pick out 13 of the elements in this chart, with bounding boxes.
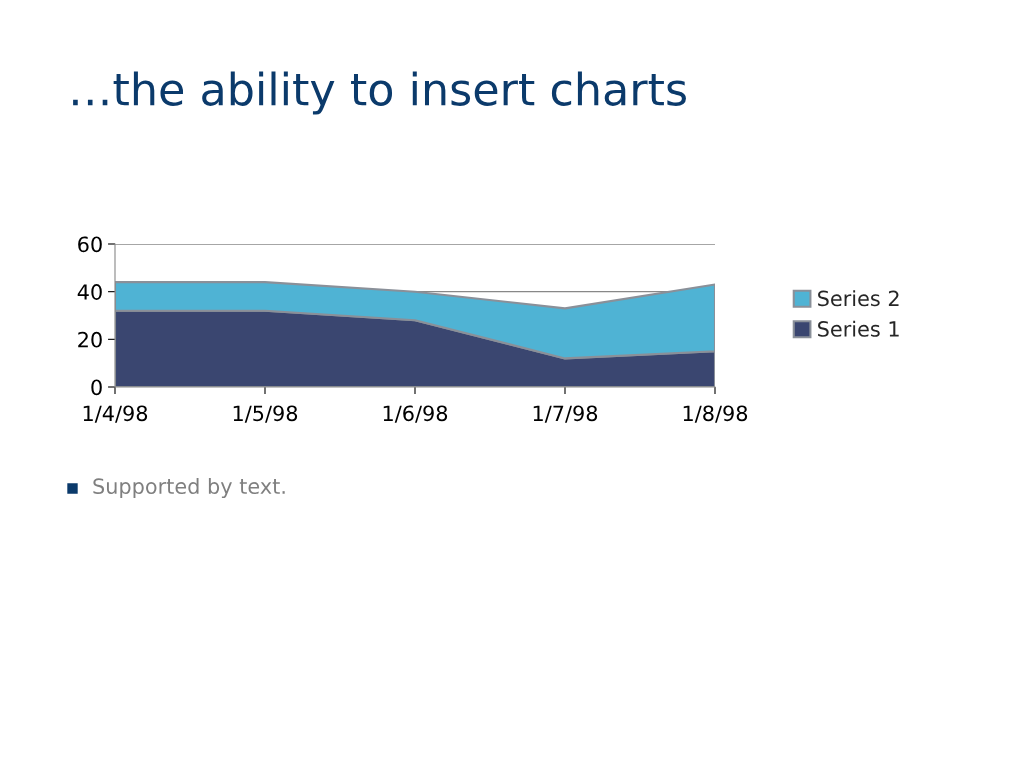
y-tick-label: 60 — [78, 236, 102, 253]
x-tick-label: 1/6/98 — [383, 405, 448, 423]
legend-label: Series 1 — [818, 320, 899, 337]
x-tick-label: 1/5/98 — [233, 405, 298, 423]
x-tick-label: 1/7/98 — [533, 405, 598, 423]
chart-title: …the ability to insert charts — [73, 71, 686, 115]
x-tick-label: 1/8/98 — [683, 405, 748, 423]
y-tick-label: 20 — [78, 331, 102, 348]
text: Supported by text. — [93, 477, 285, 499]
y-tick-label: 0 — [91, 379, 102, 396]
y-tick-label: 40 — [77, 284, 102, 300]
x-tick-label: 1/4/98 — [83, 405, 148, 423]
legend-label: Series 2 — [818, 290, 899, 307]
